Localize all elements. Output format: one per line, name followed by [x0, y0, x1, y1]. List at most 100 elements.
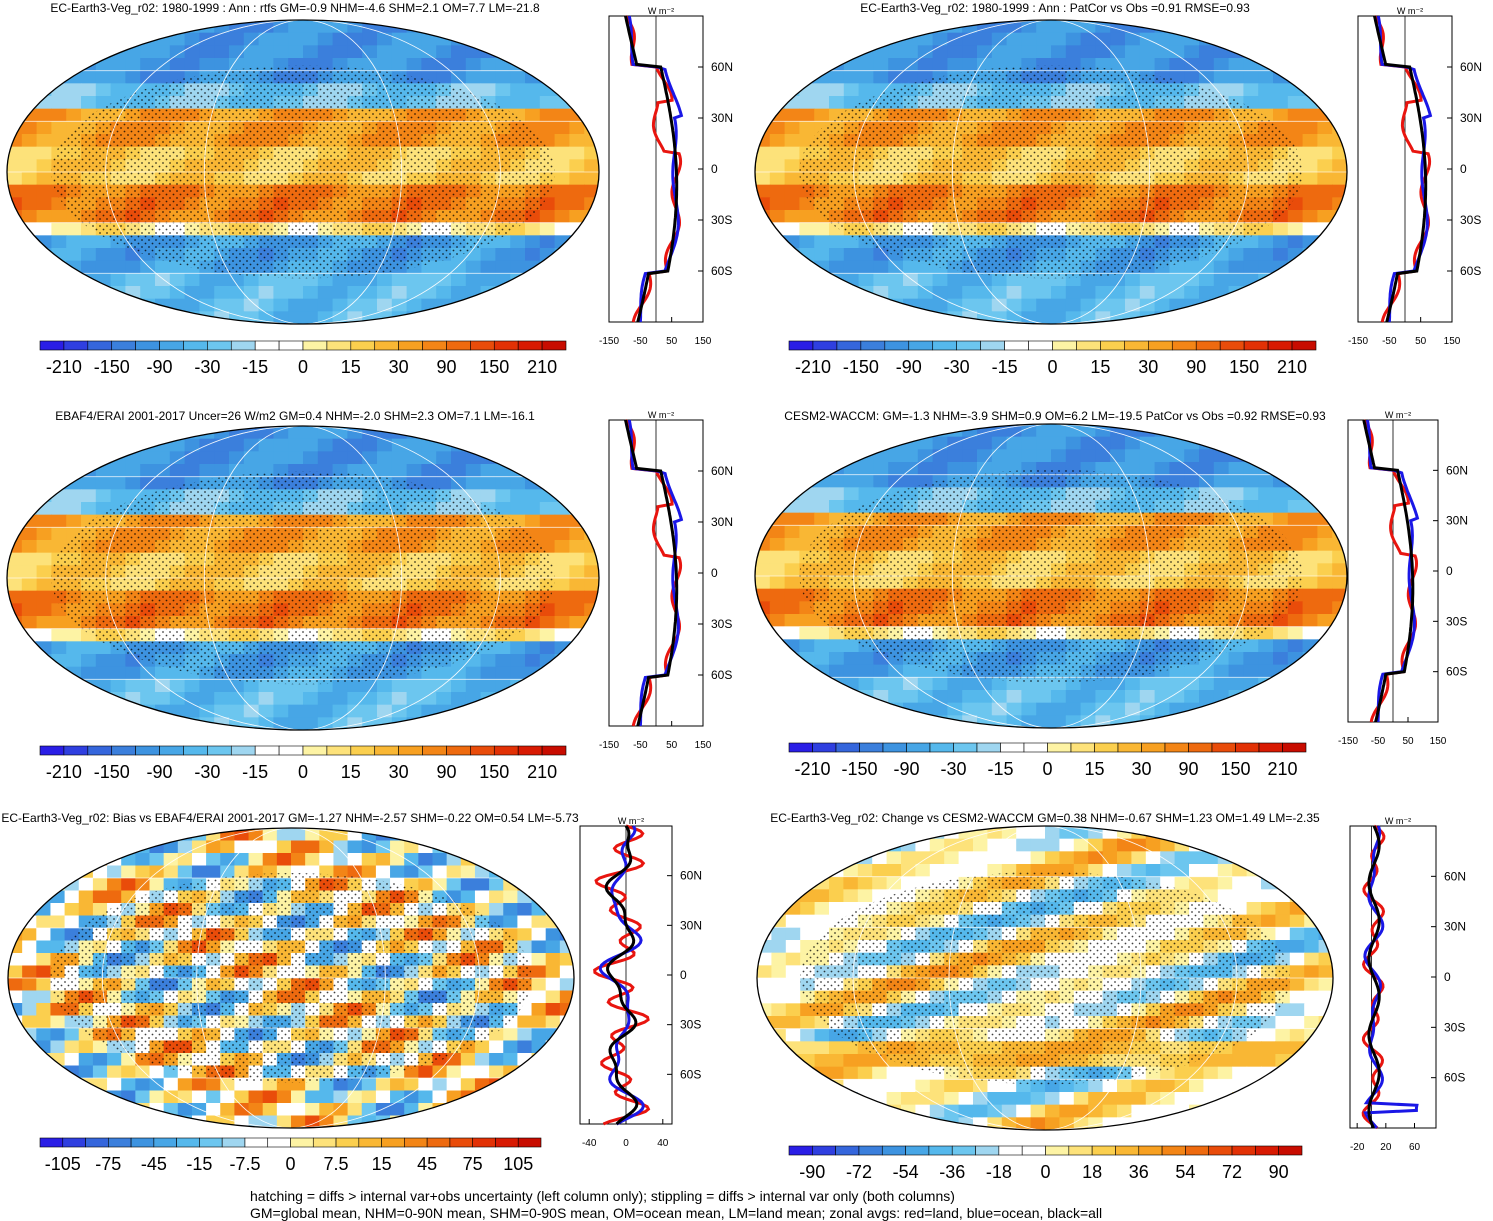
map-cell — [532, 966, 547, 979]
map-cell — [263, 841, 278, 854]
map-cell — [977, 286, 992, 299]
map-cell — [347, 692, 362, 705]
map-cell — [273, 45, 288, 58]
colorbar-label: 0 — [1042, 759, 1052, 779]
map-cell — [66, 96, 81, 109]
map-cell — [510, 311, 525, 324]
map-cell — [1229, 311, 1244, 324]
map-cell — [1140, 20, 1155, 33]
profile-ytick-label: 60S — [711, 668, 732, 682]
map-cell — [1184, 424, 1199, 437]
map-cell — [37, 527, 52, 540]
map-cell — [785, 690, 800, 703]
colorbar-label: -30 — [940, 759, 966, 779]
map-cell — [1317, 690, 1332, 703]
map-cell — [755, 71, 770, 84]
map-cell — [1243, 299, 1258, 312]
map-cell — [560, 853, 575, 866]
map-cell — [81, 45, 96, 58]
map-cell — [540, 261, 555, 274]
map-cell — [273, 299, 288, 312]
map-cell — [584, 299, 599, 312]
map-cell — [192, 1078, 207, 1091]
map-cell — [903, 677, 918, 690]
map-cell — [933, 58, 948, 71]
map-cell — [170, 679, 185, 692]
map-cell — [93, 878, 108, 891]
map-cell — [37, 33, 52, 46]
map-cell — [1125, 45, 1140, 58]
map-cell — [125, 261, 140, 274]
map-cell — [392, 451, 407, 464]
map-cell — [362, 451, 377, 464]
map-cell — [362, 853, 377, 866]
map-cell — [1095, 33, 1110, 46]
map-cell — [244, 439, 259, 452]
map-cell — [903, 424, 918, 437]
map-cell — [37, 553, 52, 566]
map-cell — [288, 286, 303, 299]
map-cell — [140, 451, 155, 464]
map-cell — [22, 489, 37, 502]
map-cell — [1332, 513, 1347, 526]
map-cell — [770, 261, 785, 274]
map-cell — [1258, 299, 1273, 312]
map-cell — [755, 437, 770, 450]
map-cell — [933, 45, 948, 58]
map-cell — [785, 437, 800, 450]
map-cell — [185, 679, 200, 692]
map-cell — [510, 641, 525, 654]
map-cell — [140, 667, 155, 680]
map-cell — [1214, 665, 1229, 678]
map-cell — [1140, 677, 1155, 690]
map-cell — [873, 311, 888, 324]
map-cell — [392, 705, 407, 718]
map-cell — [140, 58, 155, 71]
map-cell — [1214, 58, 1229, 71]
map-cell — [1317, 299, 1332, 312]
map-cell — [1036, 20, 1051, 33]
profile-ytick-label: 60N — [711, 464, 733, 478]
colorbar-label: 210 — [527, 762, 557, 782]
map-cell — [503, 828, 518, 841]
map-cell — [22, 853, 37, 866]
map-cell — [1317, 475, 1332, 488]
map-cell — [1332, 665, 1347, 678]
map-cell — [540, 109, 555, 122]
map-cell — [155, 667, 170, 680]
map-cell — [770, 185, 785, 198]
map-cell — [96, 33, 111, 46]
colorbar-label: 0 — [1047, 357, 1057, 377]
colorbar-swatch — [789, 341, 813, 350]
map-cell — [150, 1091, 165, 1104]
map-cell — [770, 311, 785, 324]
map-cell — [461, 1066, 476, 1079]
map-cell — [7, 197, 22, 210]
map-cell — [829, 248, 844, 261]
map-cell — [481, 45, 496, 58]
map-cell — [495, 439, 510, 452]
map-cell — [81, 33, 96, 46]
map-cell — [1273, 424, 1288, 437]
map-cell — [992, 690, 1007, 703]
map-cell — [755, 690, 770, 703]
map-cell — [37, 679, 52, 692]
map-cell — [8, 891, 23, 904]
map-cell — [569, 311, 584, 324]
map-cell — [770, 172, 785, 185]
map-cell — [495, 45, 510, 58]
map-cell — [785, 563, 800, 576]
map-cell — [22, 527, 37, 540]
map-cell — [510, 489, 525, 502]
map-cell — [546, 928, 561, 941]
map-cell — [555, 667, 570, 680]
map-cell — [121, 1091, 136, 1104]
map-cell — [277, 1091, 292, 1104]
map-cell — [755, 159, 770, 172]
map-cell — [569, 33, 584, 46]
map-cell — [433, 1066, 448, 1079]
map-cell — [584, 134, 599, 147]
map-cell — [785, 462, 800, 475]
map-cell — [140, 692, 155, 705]
map-cell — [933, 437, 948, 450]
